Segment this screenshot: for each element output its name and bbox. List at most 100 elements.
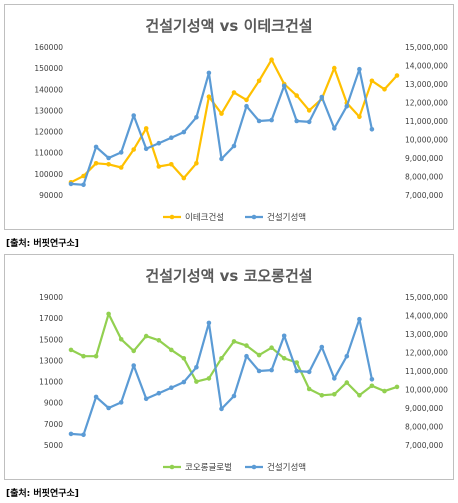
data-point (131, 348, 136, 354)
data-point (206, 70, 212, 76)
left-axis-tick-label: 11000 (39, 378, 63, 387)
left-axis-tick-label: 5000 (44, 441, 63, 450)
data-point (106, 311, 111, 317)
right-axis-tick-label: 9,000,000 (405, 154, 443, 163)
left-axis-tick-label: 110000 (34, 149, 63, 158)
data-point (118, 337, 124, 342)
legend-swatch-marker (251, 464, 257, 470)
data-point (306, 369, 312, 375)
data-point (382, 388, 387, 394)
data-point (344, 103, 350, 109)
right-axis-tick-label: 12,000,000 (405, 349, 448, 358)
data-point (181, 379, 187, 385)
right-axis-tick-label: 13,000,000 (405, 80, 448, 89)
left-axis-tick-label: 150000 (34, 64, 63, 73)
data-point (256, 352, 262, 358)
data-point (156, 164, 162, 169)
data-point (244, 97, 249, 103)
legend-label: 이테크건설 (185, 212, 224, 223)
data-point (181, 175, 187, 181)
right-axis-tick-label: 9,000,000 (405, 404, 443, 413)
data-point (169, 347, 174, 353)
data-point (118, 400, 124, 405)
legend-swatch-marker (169, 464, 175, 470)
data-point (306, 108, 312, 113)
right-axis-tick-label: 15,000,000 (405, 43, 448, 52)
data-point (319, 94, 325, 100)
data-point (206, 94, 212, 99)
legend-label: 코오롱글로벌 (185, 462, 232, 473)
legend-label: 건설기성액 (267, 212, 306, 223)
right-axis-tick-label: 11,000,000 (405, 117, 448, 126)
data-point (169, 135, 174, 140)
data-point (169, 162, 174, 167)
data-point (256, 78, 262, 84)
data-point (131, 147, 136, 152)
data-point (344, 353, 350, 359)
data-point (382, 87, 387, 92)
data-point (68, 431, 74, 437)
right-axis-tick-label: 8,000,000 (405, 423, 443, 432)
data-point (319, 393, 325, 398)
data-point (194, 379, 199, 384)
data-point (306, 119, 312, 125)
data-point (369, 127, 375, 132)
data-point (106, 155, 111, 161)
data-point (93, 353, 99, 359)
data-point (118, 150, 124, 155)
data-point (106, 405, 111, 411)
left-axis-tick-label: 130000 (34, 106, 63, 115)
data-point (206, 320, 212, 326)
data-point (143, 396, 149, 402)
left-axis-tick-label: 13000 (39, 356, 63, 365)
data-point (131, 113, 136, 118)
data-point (332, 376, 337, 381)
data-point (281, 356, 287, 361)
chart-title: 건설기성액 vs 이테크건설 (145, 17, 312, 35)
data-point (156, 338, 162, 343)
data-point (194, 115, 199, 120)
left-axis-tick-label: 15000 (39, 335, 63, 344)
data-point (118, 165, 124, 170)
left-axis-tick-label: 7000 (44, 420, 63, 429)
legend-label: 건설기성액 (267, 462, 306, 473)
data-point (219, 156, 224, 162)
chart-panel-etech: 건설기성액 vs 이테크건설 90000 100000 110000 120000 130… (4, 4, 454, 230)
data-point (219, 406, 224, 412)
data-point (219, 111, 224, 116)
data-point (269, 117, 274, 123)
data-point (294, 368, 300, 374)
data-point (357, 393, 362, 398)
data-point (143, 333, 149, 339)
data-point (294, 118, 300, 124)
data-point (93, 394, 99, 400)
right-axis-tick-label: 13,000,000 (405, 330, 448, 339)
left-axis-tick-label: 140000 (34, 85, 63, 94)
data-point (219, 356, 224, 361)
right-axis-tick-label: 10,000,000 (405, 386, 448, 395)
data-point (156, 390, 162, 396)
data-point (68, 347, 74, 353)
left-axis-tick-label: 17000 (39, 314, 63, 323)
data-point (231, 143, 237, 149)
data-point (357, 114, 362, 120)
data-point (294, 360, 300, 365)
left-axis-tick-label: 9000 (44, 399, 63, 408)
data-point (332, 392, 337, 397)
data-point (156, 140, 162, 146)
chart-title: 건설기성액 vs 코오롱건설 (145, 267, 312, 285)
data-point (281, 333, 287, 339)
left-axis-tick-label: 100000 (34, 170, 63, 179)
data-point (294, 93, 300, 98)
chart-etech-svg: 건설기성액 vs 이테크건설 90000 100000 110000 120000 130… (34, 17, 448, 223)
data-point (231, 393, 237, 399)
data-point (81, 432, 86, 438)
data-point (143, 126, 149, 131)
chart-kolon-svg: 건설기성액 vs 코오롱건설 5000 7000 9000 11000 13000 1500… (39, 267, 448, 473)
data-point (93, 161, 99, 166)
data-point (269, 367, 274, 373)
data-point (194, 365, 199, 370)
left-axis-tick-label: 90000 (39, 191, 63, 200)
right-axis-tick-label: 7,000,000 (405, 191, 443, 200)
data-point (369, 78, 375, 84)
